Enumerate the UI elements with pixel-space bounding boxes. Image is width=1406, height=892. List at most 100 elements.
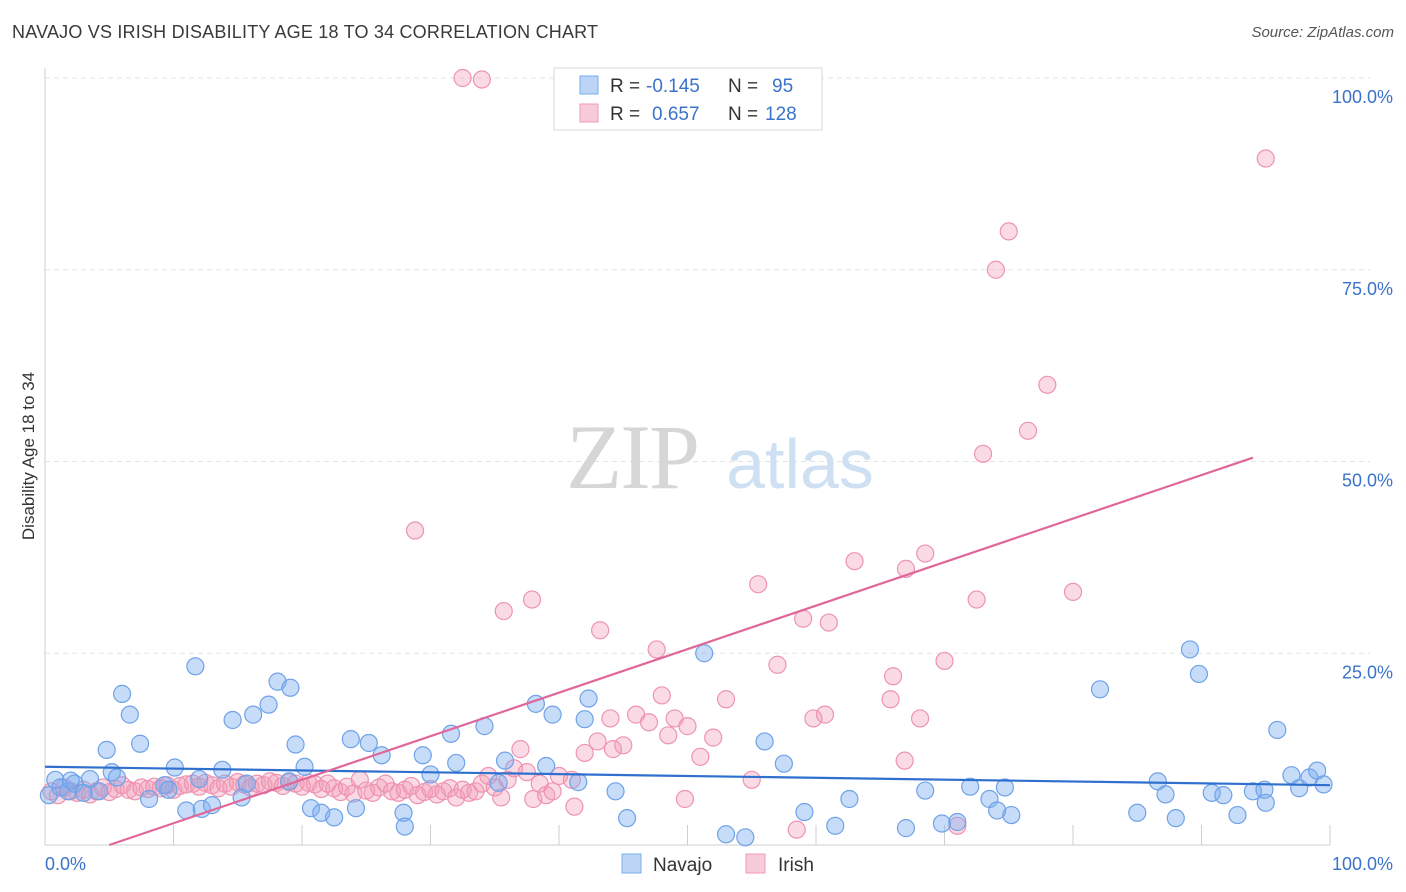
navajo-point xyxy=(223,710,242,730)
navajo-point xyxy=(489,773,508,792)
stats-r-value-navajo: -0.145 xyxy=(646,76,700,97)
navajo-point xyxy=(948,812,967,832)
irish-point xyxy=(910,709,930,728)
irish-point xyxy=(819,613,838,632)
x-tick-label: 100.0% xyxy=(1332,854,1393,874)
irish-point xyxy=(591,621,610,640)
legend-swatch-navajo xyxy=(621,853,642,874)
irish-point xyxy=(768,655,787,674)
navajo-point xyxy=(130,734,150,753)
navajo-point xyxy=(286,735,305,754)
navajo-point xyxy=(755,732,774,751)
stats-row-navajo: R = -0.145 N = 95 xyxy=(579,75,793,97)
gridlines xyxy=(45,77,1370,654)
irish-point xyxy=(967,590,986,609)
irish-point xyxy=(1256,149,1275,168)
stats-n-label-navajo: N = xyxy=(728,76,758,97)
stats-swatch-navajo xyxy=(579,75,599,95)
navajo-point xyxy=(826,816,845,835)
irish-point xyxy=(522,590,542,609)
navajo-point xyxy=(107,768,127,787)
navajo-point xyxy=(295,757,314,776)
navajo-point xyxy=(1228,805,1247,825)
navajo-point xyxy=(244,705,263,724)
navajo-point xyxy=(695,644,714,663)
navajo-point xyxy=(1243,782,1263,801)
navajo-point xyxy=(120,705,139,724)
irish-point xyxy=(614,736,633,755)
irish-point xyxy=(453,68,472,88)
navajo-point xyxy=(394,803,413,822)
navajo-point xyxy=(89,782,109,801)
navajo-point xyxy=(190,769,209,789)
navajo-point xyxy=(80,769,100,789)
navajo-point xyxy=(1189,664,1209,684)
irish-point xyxy=(916,544,935,563)
navajo-point xyxy=(736,828,755,847)
navajo-point xyxy=(281,678,300,697)
legend-label-irish: Irish xyxy=(778,855,814,876)
navajo-point xyxy=(495,751,515,770)
irish-point xyxy=(973,444,993,463)
navajo-point xyxy=(961,777,980,796)
irish-point xyxy=(704,728,723,747)
x-tick-label: 0.0% xyxy=(45,854,86,874)
irish-point xyxy=(691,747,710,766)
stats-r-label-irish: R = xyxy=(610,104,640,125)
navajo-point xyxy=(1214,786,1233,805)
irish-point xyxy=(639,713,659,732)
series-legend: Navajo Irish xyxy=(621,853,814,876)
navajo-point xyxy=(1180,640,1200,659)
stats-row-irish: R = 0.657 N = 128 xyxy=(579,103,797,125)
irish-point xyxy=(405,521,425,540)
navajo-point xyxy=(618,809,637,828)
series-navajo xyxy=(39,640,1333,847)
navajo-point xyxy=(1256,793,1275,812)
irish-point xyxy=(511,740,530,759)
stats-legend: R = -0.145 N = 95 R = 0.657 N = 128 xyxy=(553,67,823,131)
navajo-point xyxy=(795,802,814,822)
irish-point xyxy=(588,732,607,751)
navajo-point xyxy=(395,817,414,836)
navajo-point xyxy=(325,808,344,827)
irish-point xyxy=(459,783,479,802)
navajo-point xyxy=(840,789,859,809)
stats-legend-box xyxy=(553,67,823,131)
irish-point xyxy=(1038,375,1057,394)
navajo-point xyxy=(413,746,432,765)
navajo-point xyxy=(716,825,736,844)
irish-point xyxy=(935,651,954,671)
irish-point xyxy=(479,766,498,786)
y-tick-label: 75.0% xyxy=(1342,279,1393,299)
source-credit: Source: ZipAtlas.com xyxy=(1251,24,1394,41)
watermark-atlas: atlas xyxy=(726,425,874,503)
axes xyxy=(44,68,1331,846)
irish-point xyxy=(565,797,584,816)
navajo-point xyxy=(1002,805,1021,825)
irish-point xyxy=(999,222,1018,241)
navajo-point xyxy=(916,781,935,800)
navajo-point xyxy=(61,771,80,790)
navajo-point xyxy=(1156,785,1175,804)
navajo-point xyxy=(346,799,366,818)
irish-point xyxy=(318,774,337,793)
irish-point xyxy=(883,667,903,686)
navajo-trend-line xyxy=(44,765,1331,787)
stats-r-value-irish: 0.657 xyxy=(652,104,700,125)
y-tick-label: 100.0% xyxy=(1332,87,1393,107)
watermark-zip: ZIP xyxy=(566,406,698,508)
irish-point xyxy=(647,640,666,659)
navajo-point xyxy=(1090,680,1110,699)
navajo-point xyxy=(237,774,256,793)
legend-label-navajo: Navajo xyxy=(653,855,712,876)
navajo-point xyxy=(537,756,556,776)
navajo-point xyxy=(421,765,440,784)
irish-point xyxy=(652,686,671,705)
irish-point xyxy=(517,763,536,782)
irish-point xyxy=(716,690,736,709)
navajo-point xyxy=(97,740,116,759)
y-axis-label: Disability Age 18 to 34 xyxy=(19,372,38,540)
navajo-point xyxy=(301,799,321,818)
chart-title: NAVAJO VS IRISH DISABILITY AGE 18 TO 34 … xyxy=(12,22,599,42)
irish-trend-line xyxy=(108,456,1254,847)
